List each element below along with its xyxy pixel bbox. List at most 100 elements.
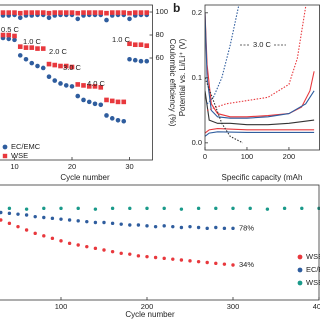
curve (205, 131, 315, 137)
data-point (115, 10, 121, 15)
data-point (128, 206, 132, 211)
data-point (63, 10, 69, 15)
legend-label: WSE (11, 151, 28, 160)
data-point (144, 10, 150, 15)
data-point (128, 252, 132, 256)
data-point (145, 206, 149, 211)
data-point (7, 211, 12, 216)
data-point (12, 10, 17, 15)
data-point (119, 222, 123, 226)
data-point (145, 254, 149, 259)
data-point (162, 224, 166, 228)
data-point (300, 206, 304, 211)
plot-frame (0, 4, 153, 161)
data-point (92, 84, 98, 89)
data-point (81, 83, 86, 88)
data-point (0, 10, 6, 15)
data-point (282, 206, 287, 211)
data-point (23, 45, 29, 50)
data-point (110, 221, 115, 226)
data-point (265, 207, 270, 211)
data-point (92, 10, 98, 15)
data-point (52, 10, 58, 15)
data-point (121, 118, 127, 124)
data-point (23, 56, 29, 62)
data-point (35, 10, 40, 15)
data-point (75, 82, 81, 87)
annotation: 1.0 C (112, 35, 131, 44)
data-point (85, 244, 89, 249)
data-point (144, 58, 150, 64)
annotation: 1.0 C (23, 37, 42, 46)
data-point (76, 219, 80, 223)
y2-tick-label: 80 (156, 30, 164, 39)
data-point (109, 98, 115, 104)
data-point (23, 10, 29, 15)
curve (205, 77, 244, 144)
data-point (58, 81, 63, 86)
x-axis-title: Specific capacity (mAh (222, 173, 303, 182)
data-point (222, 262, 227, 266)
data-point (109, 116, 115, 121)
data-point (75, 10, 81, 16)
data-point (6, 10, 12, 15)
y2-axis-title: Coulombic efficiency (%) (168, 39, 177, 127)
data-point (63, 63, 69, 69)
data-point (196, 225, 201, 230)
data-point (128, 223, 132, 227)
data-point (98, 102, 104, 108)
data-point (59, 217, 63, 221)
data-point (24, 207, 29, 211)
data-point (29, 10, 35, 15)
data-point (136, 254, 141, 258)
data-point (248, 206, 252, 211)
data-point (6, 36, 12, 42)
legend-item: EC/EMC (2, 142, 41, 151)
data-point (214, 206, 218, 211)
data-point (17, 10, 23, 16)
data-point (231, 206, 235, 211)
data-point (231, 226, 235, 231)
data-point (153, 224, 158, 229)
data-point (52, 62, 58, 68)
data-point (222, 226, 227, 231)
legend-label: EC/EMC (306, 265, 320, 274)
data-point (67, 241, 72, 246)
data-point (46, 10, 52, 16)
legend-marker (297, 267, 303, 273)
data-point (127, 16, 132, 22)
x-tick-label: 300 (227, 302, 240, 311)
data-point (132, 57, 138, 63)
data-point (12, 37, 17, 43)
x-tick-label: 400 (313, 302, 320, 311)
data-point (0, 218, 3, 222)
data-point (17, 15, 23, 21)
data-point (145, 224, 149, 228)
data-point (42, 206, 46, 211)
data-point (127, 10, 132, 16)
data-point (40, 65, 46, 71)
data-point (153, 255, 158, 260)
curve (206, 6, 307, 111)
data-point (171, 257, 175, 261)
data-point (171, 224, 175, 229)
data-point (109, 10, 115, 15)
data-point (93, 220, 98, 225)
data-point (58, 63, 63, 69)
data-point (115, 99, 121, 105)
data-point (115, 117, 121, 123)
y-tick-label: 0.2 (192, 8, 202, 17)
data-point (16, 212, 20, 216)
data-point (179, 258, 184, 262)
x-tick-label: 20 (68, 162, 76, 171)
legend-marker (2, 144, 8, 150)
y-tick-label: 0.1 (192, 73, 202, 82)
plot-frame (0, 184, 320, 301)
legend-item: WSE (2, 151, 28, 160)
data-point (86, 10, 92, 15)
plot-area (205, 6, 315, 144)
data-point (52, 78, 58, 83)
curve (206, 6, 240, 105)
